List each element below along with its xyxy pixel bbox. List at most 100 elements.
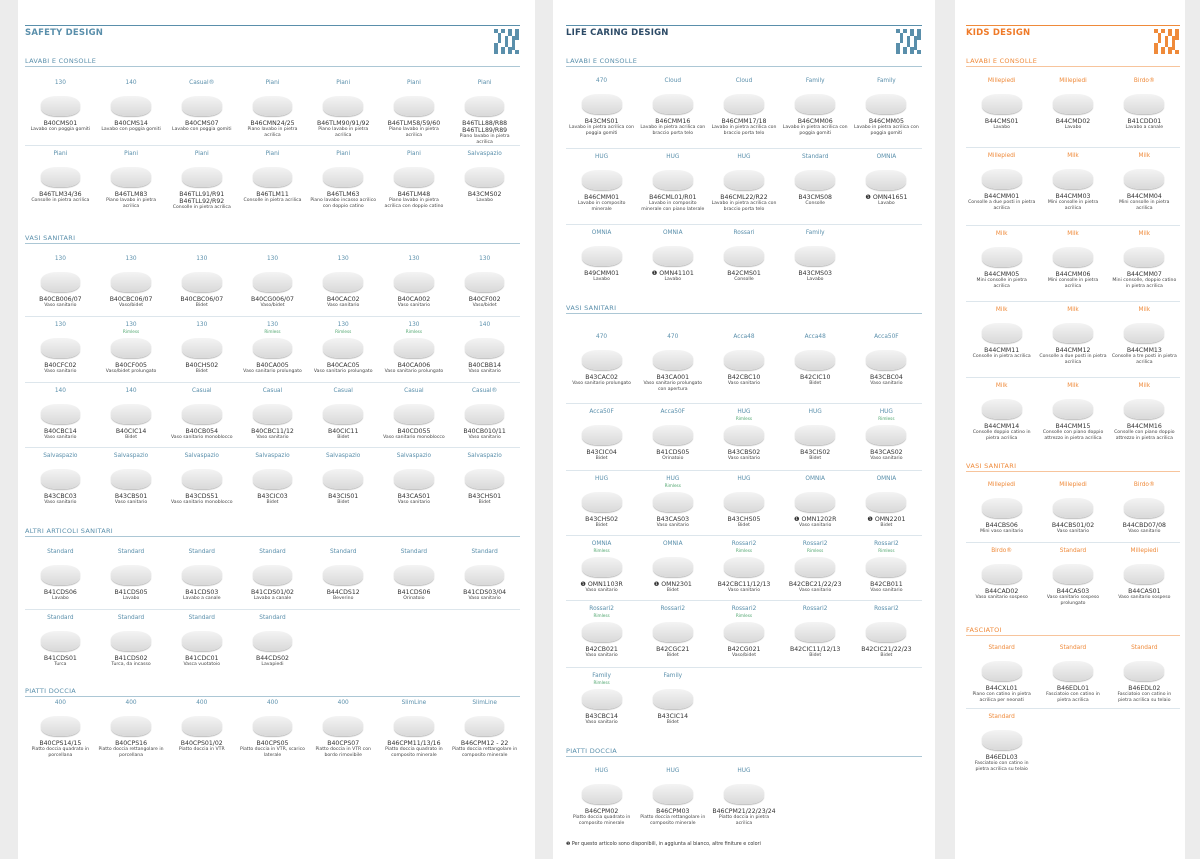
qr-cell — [1157, 32, 1162, 37]
row-rule — [966, 301, 1180, 302]
product-image — [181, 404, 222, 424]
qr-cell — [1157, 46, 1162, 51]
product-desc: Piatto doccia rettangolare in composito … — [640, 815, 706, 826]
qr-cell — [1164, 29, 1169, 33]
qr-cell — [910, 39, 914, 44]
product-image — [252, 631, 293, 651]
product-image — [40, 404, 81, 424]
product-code: B42CIC21/22/23 — [861, 646, 912, 653]
qr-cell — [906, 36, 911, 40]
product-desc: Lavabo a canale — [1125, 125, 1164, 130]
product-image — [181, 469, 222, 489]
product-desc: Bidet — [478, 500, 491, 505]
qr-cell — [501, 32, 505, 37]
product-image — [581, 94, 622, 114]
series-label: Standard — [117, 549, 145, 555]
qr-cell — [1157, 36, 1162, 40]
product-code: ❶ OMN41101 — [651, 270, 694, 277]
section-heading: FASCIATOI — [966, 626, 1002, 634]
qr-cell — [515, 50, 519, 54]
product-image — [181, 167, 222, 187]
product-desc: Piatto doccia in VTR con bordo rimovibil… — [315, 747, 371, 758]
product-image — [1124, 169, 1165, 189]
product-code: B40CB010/11 — [463, 428, 506, 435]
panel-title: LIFE CARING DESIGN — [566, 28, 669, 38]
product-desc: Vaso sanitario sospeso — [1118, 595, 1171, 600]
product-code: B40CF005 — [115, 362, 147, 369]
product-desc: Beverino — [332, 596, 354, 601]
product-code: B43CMS08 — [798, 194, 832, 201]
product-desc: Vaso sanitario — [585, 653, 618, 658]
product-desc: Vaso sanitario — [44, 369, 77, 374]
series-label: Milk — [1138, 153, 1151, 159]
product-code: B46TLM48 — [397, 191, 431, 198]
product-code: B42CMS01 — [727, 270, 761, 277]
product-image — [724, 246, 764, 266]
product-code: B43CMS02 — [467, 191, 502, 198]
product-code: B46CPM02 — [584, 808, 619, 815]
series-label: 130 — [196, 256, 208, 262]
product-code: B41CDS02 — [114, 655, 148, 662]
qr-cell — [903, 50, 907, 54]
product-image — [866, 350, 907, 370]
series-label: Piani — [336, 80, 351, 86]
product-code: B40CB054 — [185, 428, 219, 435]
product-desc: Turca — [54, 662, 67, 667]
series-label: Standard — [188, 549, 215, 555]
product-desc: Piatto doccia in VTR — [178, 747, 225, 752]
qr-cell — [1175, 46, 1179, 51]
qr-cell — [896, 39, 900, 44]
row-rule — [25, 382, 520, 383]
series-label: Salvaspazio — [255, 453, 290, 459]
product-image — [724, 350, 764, 370]
qr-cell — [913, 36, 918, 40]
series-label: Millepiedi — [987, 482, 1016, 488]
product-desc: Lavabo — [1064, 125, 1082, 130]
row-rule — [966, 225, 1180, 226]
series-label: Milk — [1067, 231, 1079, 237]
product-desc: Piatto doccia in pietra acrilica — [718, 815, 770, 826]
product-desc: Piatto doccia quadrato in porcellana — [31, 747, 90, 758]
product-image — [40, 338, 81, 358]
qr-cell — [917, 46, 921, 51]
product-image — [724, 622, 764, 642]
row-rule — [566, 470, 922, 471]
product-image — [1124, 94, 1165, 114]
qr-cell — [1161, 29, 1165, 33]
product-image — [394, 716, 434, 736]
qr-cell — [910, 50, 914, 54]
series-label: OMNIA — [876, 476, 897, 482]
product-code: B46CML22/R22 — [720, 194, 768, 201]
qr-cell — [1161, 50, 1165, 54]
series-label: 400 — [54, 700, 66, 706]
qr-cell — [903, 43, 907, 47]
product-code: B44CAS01 — [1128, 588, 1161, 595]
product-desc: Vaso sanitario — [468, 369, 501, 374]
qr-cell — [1171, 29, 1176, 33]
product-desc: Piano lavabo in pietra acrilica — [318, 127, 369, 138]
qr-cell — [497, 36, 502, 40]
product-desc: Vaso sanitario — [114, 500, 148, 505]
qr-cell — [1168, 29, 1172, 33]
product-code: B43CAS02 — [870, 449, 903, 456]
product-code: B46TLM83 — [114, 191, 148, 198]
qr-cell — [1164, 36, 1169, 40]
product-code: B46CMM16 — [655, 118, 691, 125]
product-code: B44CMM11 — [984, 347, 1020, 354]
series-label: Milk — [1138, 383, 1151, 389]
product-desc: Vaso sanitario prolungato — [313, 369, 373, 374]
series-label: 130 — [408, 256, 420, 262]
qr-cell — [511, 50, 516, 54]
qr-cell — [511, 32, 516, 37]
series-label: Rossari2 — [731, 606, 757, 612]
product-desc: Vaso sanitario prolungato — [384, 369, 444, 374]
qr-cell — [906, 50, 911, 54]
qr-cell — [899, 36, 904, 40]
product-code: B43CIC14 — [657, 713, 689, 720]
product-code: B44CAS03 — [1056, 588, 1090, 595]
product-code: B46TLM11 — [256, 191, 289, 198]
product-image — [40, 716, 81, 736]
series-label: HUG — [737, 768, 751, 774]
product-desc: Bidet — [880, 523, 893, 528]
qr-cell — [501, 39, 505, 44]
